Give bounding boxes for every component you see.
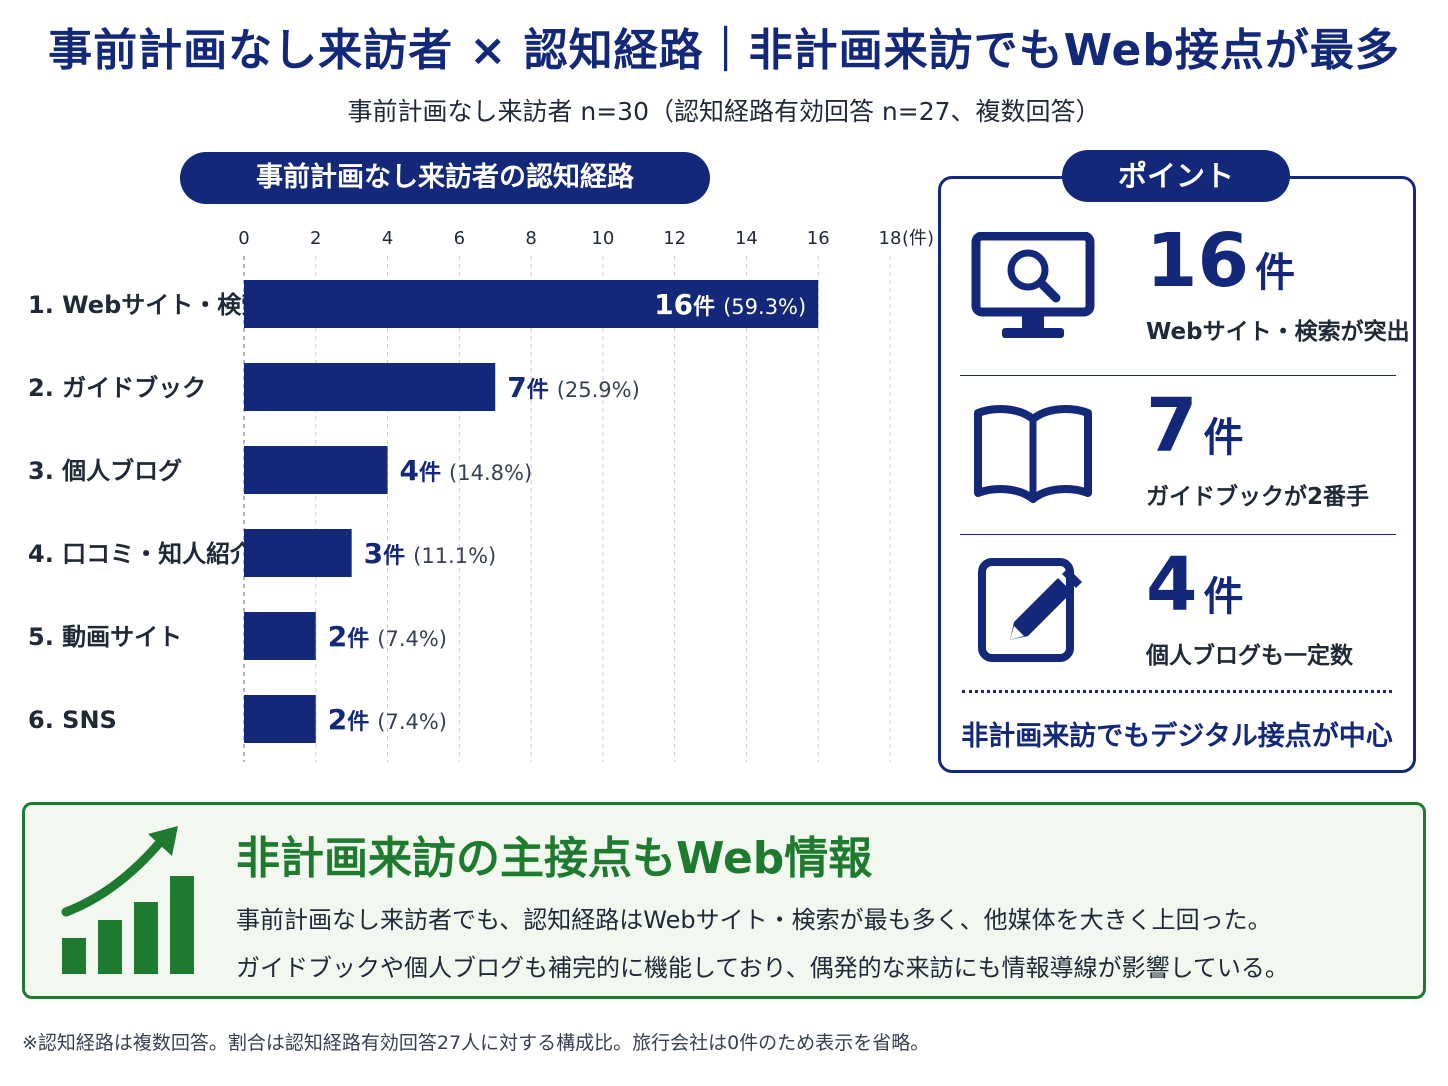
footnote: ※認知経路は複数回答。割合は認知経路有効回答27人に対する構成比。旅行会社は0件…	[22, 1032, 930, 1054]
page-title: 事前計画なし来訪者 × 認知経路｜非計画来訪でもWeb接点が最多	[48, 25, 1400, 76]
chart-header: 事前計画なし来訪者の認知経路	[180, 152, 710, 204]
point-description: Webサイト・検索が突出	[1146, 319, 1410, 345]
category-label: 3. 個人ブログ	[28, 457, 182, 485]
x-tick-label: 4	[382, 228, 393, 249]
category-label: 6. SNS	[28, 706, 117, 734]
growth-chart-icon	[61, 826, 194, 974]
point-footer: 非計画来訪でもデジタル接点が中心	[961, 721, 1393, 752]
data-label: 4件 (14.8%)	[400, 454, 533, 487]
point-header: ポイント	[1062, 150, 1290, 202]
data-label: 7件 (25.9%)	[507, 371, 640, 404]
data-label: 16件 (59.3%)	[654, 288, 806, 321]
summary-text-line-1: 事前計画なし来訪者でも、認知経路はWebサイト・検索が最も多く、他媒体を大きく上…	[236, 906, 1272, 934]
x-tick-label: 0	[238, 228, 249, 249]
data-label: 2件 (7.4%)	[328, 620, 447, 653]
data-label: 3件 (11.1%)	[364, 537, 497, 570]
category-label: 5. 動画サイト	[28, 623, 182, 651]
bar	[244, 363, 496, 411]
summary-text-line-2: ガイドブックや個人ブログも補完的に機能しており、偶発的な来訪にも情報導線が影響し…	[236, 954, 1289, 982]
x-tick-label: 14	[735, 228, 758, 249]
x-tick-label: 12	[663, 228, 686, 249]
point-number: 16 件	[1146, 218, 1295, 304]
point-item-web: 16 件 Webサイト・検索が突出	[940, 212, 1414, 362]
x-tick-label: 18	[879, 228, 902, 249]
point-divider	[960, 375, 1396, 376]
point-divider	[960, 534, 1396, 535]
bar	[244, 529, 352, 577]
bar-chart: 0 2 4 6 8 10 12 14 16 18 (件) 1. Webサイト・検索 16件 (59.3%)…	[28, 228, 934, 762]
x-tick-label: 16	[807, 228, 830, 249]
x-tick-label: 8	[525, 228, 536, 249]
x-tick-label: 10	[591, 228, 614, 249]
summary-title: 非計画来訪の主接点もWeb情報	[236, 833, 873, 884]
page-subtitle: 事前計画なし来訪者 n=30（認知経路有効回答 n=27、複数回答）	[347, 97, 1101, 126]
data-label: 2件 (7.4%)	[328, 703, 447, 736]
bar	[244, 695, 316, 743]
category-label: 4. 口コミ・知人紹介	[28, 540, 255, 568]
bar	[244, 612, 316, 660]
x-tick-label: 6	[454, 228, 465, 249]
category-label: 2. ガイドブック	[28, 374, 206, 402]
point-dotted-divider	[962, 690, 1392, 693]
summary-panel	[22, 802, 1426, 999]
monitor-search-icon	[971, 232, 1095, 338]
point-description: ガイドブックが2番手	[1146, 484, 1370, 510]
x-tick-label: 2	[310, 228, 321, 249]
category-label: 1. Webサイト・検索	[28, 291, 265, 319]
bar	[244, 446, 388, 494]
bar	[244, 280, 819, 328]
point-description: 個人ブログも一定数	[1146, 643, 1353, 669]
open-book-icon	[974, 405, 1092, 503]
pencil-edit-icon	[978, 558, 1082, 662]
x-axis-unit: (件)	[902, 228, 934, 249]
